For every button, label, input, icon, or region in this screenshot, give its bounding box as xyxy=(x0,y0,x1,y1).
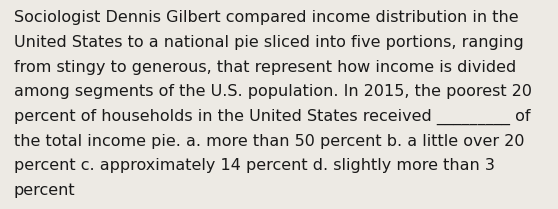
Text: percent: percent xyxy=(14,183,75,198)
Text: Sociologist Dennis Gilbert compared income distribution in the: Sociologist Dennis Gilbert compared inco… xyxy=(14,10,518,25)
Text: the total income pie. a. more than 50 percent b. a little over 20: the total income pie. a. more than 50 pe… xyxy=(14,134,525,149)
Text: from stingy to generous, that represent how income is divided: from stingy to generous, that represent … xyxy=(14,60,516,75)
Text: percent c. approximately 14 percent d. slightly more than 3: percent c. approximately 14 percent d. s… xyxy=(14,158,495,173)
Text: among segments of the U.S. population. In 2015, the poorest 20: among segments of the U.S. population. I… xyxy=(14,84,532,99)
Text: United States to a national pie sliced into five portions, ranging: United States to a national pie sliced i… xyxy=(14,35,524,50)
Text: percent of households in the United States received _________ of: percent of households in the United Stat… xyxy=(14,109,531,125)
